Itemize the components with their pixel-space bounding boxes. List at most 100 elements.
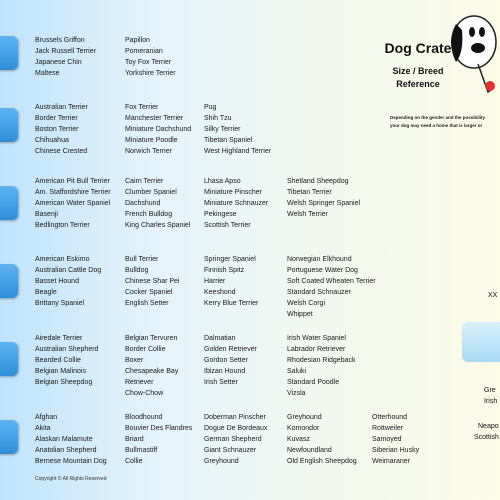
breed-name: Greyhound (204, 458, 239, 465)
breed-name: Miniature Poodle (125, 137, 178, 144)
breed-name: Norwich Terrier (125, 148, 172, 155)
breed-name: Irish Setter (204, 379, 238, 386)
breed-name: Welsh Terrier (287, 211, 328, 218)
breed-name: Doberman Pinscher (204, 414, 266, 421)
breed-name: Boxer (125, 357, 144, 364)
breed-name: Rhodesian Ridgeback (287, 357, 356, 364)
breed-name: Belgian Sheepdog (35, 379, 93, 386)
breed-name: Greyhound (287, 414, 322, 421)
tab (0, 264, 18, 298)
breed-name: Anatolian Shepherd (35, 447, 97, 454)
breed-name: Keeshond (204, 289, 236, 296)
subtitle: Size / Breed (392, 66, 444, 76)
breed-name: Norwegian Elkhound (287, 256, 352, 263)
breed-name: Border Collie (125, 346, 166, 353)
breed-name: Cairn Terrier (125, 178, 164, 185)
breed-name: Silky Terrier (204, 126, 241, 133)
breed-name: Kerry Blue Terrier (204, 300, 259, 307)
breed-name: Vizsla (287, 390, 306, 397)
cropped-text: XX (488, 292, 498, 299)
breed-name: Brittany Spaniel (35, 300, 85, 307)
tab (0, 108, 18, 142)
breed-name: Brussels Griffon (35, 37, 85, 44)
breed-name: Standard Poodle (287, 379, 340, 386)
breed-name: Ibizan Hound (204, 368, 246, 375)
breed-name: Fox Terrier (125, 104, 159, 111)
breed-name: Afghan (35, 414, 58, 421)
breed-name: Springer Spaniel (204, 256, 256, 263)
breed-name: French Bulldog (125, 211, 173, 218)
breed-name: Rottweiler (372, 425, 404, 432)
breed-name: Pug (204, 104, 217, 111)
breed-name: Scottish Terrier (204, 222, 251, 229)
breed-name: Bull Terrier (125, 256, 159, 263)
breed-name: Bulldog (125, 267, 149, 274)
breed-name: Beagle (35, 289, 57, 296)
tab (0, 36, 18, 70)
breed-name: Welsh Corgi (287, 300, 325, 307)
breed-name: Chihuahua (35, 137, 69, 144)
breed-name: Papillon (125, 37, 150, 44)
breed-name: Whippet (287, 311, 313, 318)
breed-name: Siberian Husky (372, 447, 420, 454)
dog-illustration (451, 15, 497, 94)
note: your dog may need a home that is larger … (390, 123, 483, 128)
cropped-text: Neapo (478, 423, 499, 430)
breed-name: Bernese Mountain Dog (35, 458, 107, 465)
breed-name: Soft Coated Wheaten Terrier (287, 278, 376, 285)
breed-name: Newfoundland (287, 447, 332, 454)
breed-name: Clumber Spaniel (125, 189, 177, 196)
breed-name: Cocker Spaniel (125, 289, 173, 296)
breed-name: English Setter (125, 300, 169, 307)
breed-name: Manchester Terrier (125, 115, 184, 122)
breed-name: American Pit Bull Terrier (35, 178, 110, 185)
breed-name: Otterhound (372, 414, 408, 421)
breed-name: Labrador Retriever (287, 346, 346, 353)
tab (0, 186, 18, 220)
breed-name: Toy Fox Terrier (125, 59, 172, 66)
breed-name: Akita (35, 425, 51, 432)
breed-name: Lhasa Apso (204, 178, 241, 185)
breed-name: Portuguese Water Dog (287, 267, 358, 274)
breed-name: Jack Russell Terrier (35, 48, 96, 55)
breed-name: Dachshund (125, 200, 161, 207)
breed-name: Chinese Shar Pei (125, 278, 180, 285)
breed-name: Miniature Dachshund (125, 126, 192, 133)
breed-name: Bullmastiff (125, 447, 158, 454)
breed-name: Finnish Spitz (204, 267, 245, 274)
breed-name: Chinese Crested (35, 148, 88, 155)
breed-name: Japanese Chin (35, 59, 82, 66)
cropped-text: Scottish (474, 434, 499, 441)
footer: Copyright © All Rights Reserved (35, 476, 107, 482)
breed-name: Border Terrier (35, 115, 78, 122)
breed-name: Australian Cattle Dog (35, 267, 102, 274)
breed-name: Tibetan Terrier (287, 189, 332, 196)
breed-name: Briard (125, 436, 144, 443)
breed-name: German Shepherd (204, 436, 262, 443)
breed-name: Airedale Terrier (35, 335, 83, 342)
breed-name: Standard Schnauzer (287, 289, 351, 296)
breed-name: Maltese (35, 70, 60, 77)
breed-name: Weimaraner (372, 458, 410, 465)
note: Depending on the gender and the possibil… (390, 115, 486, 120)
breed-name: West Highland Terrier (204, 148, 272, 155)
breed-name: Basset Hound (35, 278, 79, 285)
breed-name: Tibetan Spaniel (204, 137, 253, 144)
title: Dog Crate (384, 40, 452, 56)
breed-name: Am. Staffordshire Terrier (35, 189, 111, 196)
breed-name: Komondor (287, 425, 320, 432)
breed-name: Dogue De Bordeaux (204, 425, 268, 432)
breed-name: Australian Shepherd (35, 346, 99, 353)
breed-name: Bouvier Des Flandres (125, 425, 193, 432)
breed-name: Retriever (125, 379, 154, 386)
breed-name: Pekingese (204, 211, 237, 218)
breed-name: Harrier (204, 278, 226, 285)
breed-name: Pomeranian (125, 48, 163, 55)
breed-name: Belgian Tervuren (125, 335, 178, 342)
breed-name: Golden Retriever (204, 346, 257, 353)
breed-name: Irish Water Spaniel (287, 335, 346, 342)
breed-name: Old English Sheepdog (287, 458, 357, 465)
cropped-text: Irish (484, 398, 498, 405)
breed-name: King Charles Spaniel (125, 222, 191, 229)
breed-name: Chow-Chow (125, 390, 164, 397)
